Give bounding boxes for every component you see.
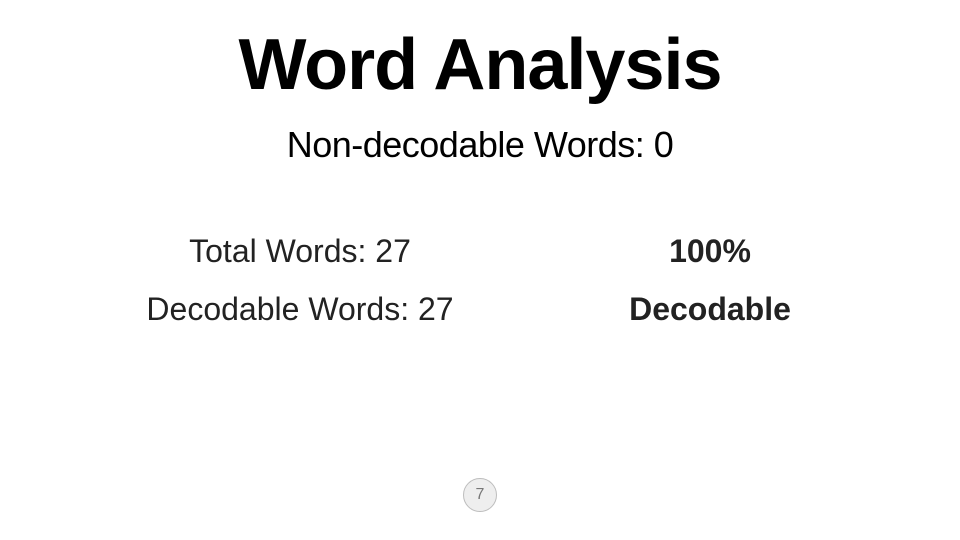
percent-value: 100% xyxy=(560,233,860,270)
decodable-result-label: Decodable xyxy=(560,291,860,328)
stats-row-1: Total Words: 27 100% xyxy=(0,226,960,276)
slide-title: Word Analysis xyxy=(0,24,960,106)
stats-row-2: Decodable Words: 27 Decodable xyxy=(0,284,960,334)
decodable-words-label: Decodable Words: 27 xyxy=(110,291,490,328)
page-number-badge: 7 xyxy=(463,478,497,512)
total-words-label: Total Words: 27 xyxy=(110,233,490,270)
slide-subtitle: Non-decodable Words: 0 xyxy=(0,124,960,166)
page-number: 7 xyxy=(476,486,485,504)
